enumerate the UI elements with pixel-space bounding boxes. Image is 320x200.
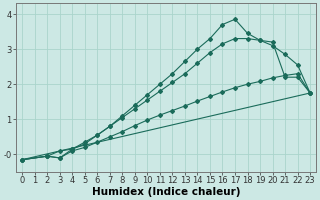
X-axis label: Humidex (Indice chaleur): Humidex (Indice chaleur) xyxy=(92,187,240,197)
